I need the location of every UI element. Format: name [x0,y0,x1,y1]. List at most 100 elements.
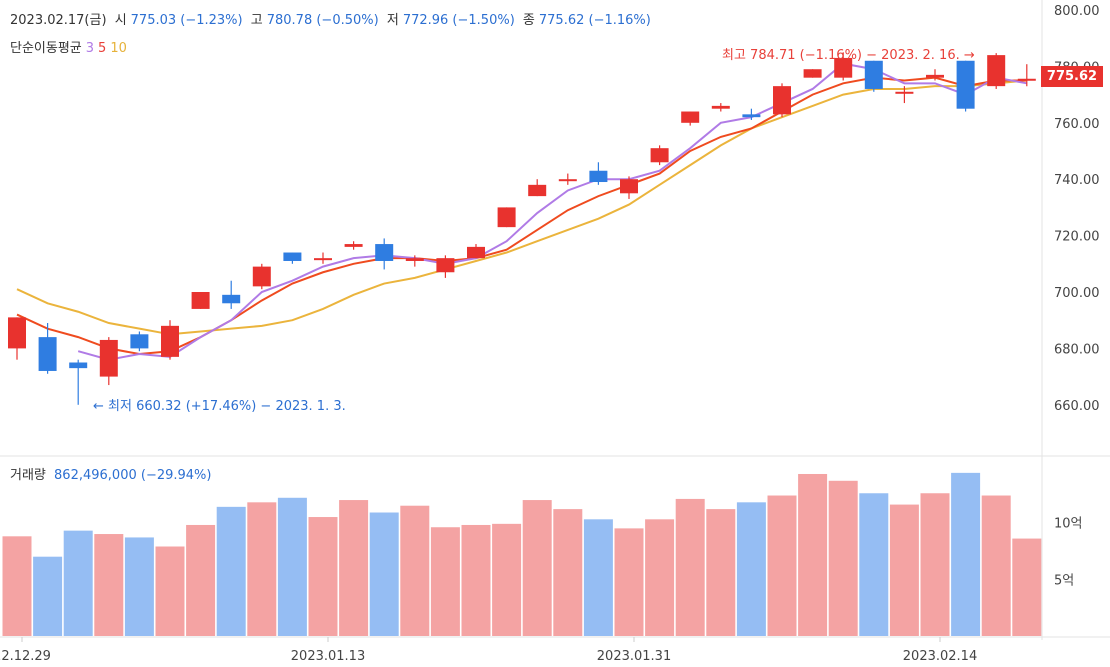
high-value: 780.78 (−0.50%) [266,13,379,28]
volume-bar [369,512,399,636]
ma-legend[interactable]: 단순이동평균 3 5 10 [10,37,131,56]
open-value: 775.03 (−1.23%) [130,13,243,28]
close-value: 775.62 (−1.16%) [538,13,651,28]
ma5-series [16,76,1027,356]
candle-body [69,362,88,369]
volume-bar [277,497,307,636]
price-tick-label: 720.00 [1054,230,1100,245]
volume-bar [951,472,981,636]
ma5-line [16,76,1027,356]
volume-bar [339,500,369,636]
ohlc-header: 2023.02.17(금) 시 775.03 (−1.23%) 고 780.78 (… [10,9,655,28]
volume-bar [155,546,185,636]
candle-body [926,74,944,78]
candle-body [742,114,761,118]
x-tick-label: 2023.02.14 [903,649,977,664]
volume-bar [63,530,93,636]
ma3-series [77,62,1027,361]
ma-legend-label: 단순이동평균 [10,41,82,56]
ma3-line [77,62,1027,361]
volume-bar [216,506,246,636]
price-tick-label: 700.00 [1054,286,1100,301]
x-tick-label: 2023.01.13 [291,649,365,664]
volume-label: 거래량 [10,468,46,483]
candle-body [467,246,485,259]
candle-body [191,292,210,309]
candle-body [344,244,363,247]
open-label: 시 [114,13,127,28]
volume-bar [889,504,919,636]
price-tick-label: 740.00 [1054,173,1100,188]
volume-bar [920,493,950,636]
candle-body [681,111,700,123]
ma-legend-10: 10 [110,41,127,56]
price-tick-label: 680.00 [1054,342,1100,357]
candle-body [558,179,577,182]
candle-body [650,148,669,163]
ma10-line [16,79,1027,336]
date-label: 2023.02.17(금) [10,13,107,28]
volume-bar [798,473,828,636]
volume-bars [2,472,1042,636]
volume-bar [308,517,338,636]
volume-bar [492,523,522,636]
candle-body [436,258,455,273]
ma-legend-3: 3 [85,41,95,56]
candle-body [405,258,424,261]
volume-value: 862,496,000 (−29.94%) [54,468,212,483]
volume-bar [124,537,154,636]
candle-body [895,91,914,94]
candle-body [528,184,547,197]
candle-body [834,57,853,78]
volume-bar [675,498,705,636]
candle-body [375,244,394,261]
candle-body [222,294,241,304]
candle-body [38,337,57,371]
volume-bar [430,527,460,636]
candle-body [161,325,179,357]
volume-bar [522,500,552,636]
candle-body [8,317,26,349]
candle-body [803,69,822,78]
max-annotation: 최고 784.71 (−1.16%) − 2023. 2. 16. → [722,48,975,63]
volume-bar [553,509,583,636]
volume-bar [247,502,277,636]
candle-body [252,266,271,287]
candle-body [773,86,791,115]
candle-body [1017,78,1036,81]
volume-bar [859,493,889,636]
grid [0,0,1110,640]
volume-bar [981,495,1011,636]
price-tick-label: 660.00 [1054,399,1100,414]
volume-bar [400,505,430,636]
min-annotation: ← 최저 660.32 (+17.46%) − 2023. 1. 3. [93,399,346,414]
candle-body [497,207,516,228]
volume-bar [767,495,797,636]
volume-bar [186,524,216,636]
candle-body [711,105,730,109]
volume-bar [461,524,491,636]
volume-bar [2,536,32,636]
high-label: 고 [250,13,263,28]
candle-body [620,179,638,194]
candle-body [99,339,118,377]
volume-tick-label: 5억 [1054,573,1074,588]
volume-legend: 거래량 862,496,000 (−29.94%) [10,464,215,483]
volume-tick-label: 10억 [1054,517,1083,532]
close-label: 종 [522,13,535,28]
candle-body [956,60,975,109]
low-value: 772.96 (−1.50%) [402,13,515,28]
volume-bar [828,480,858,636]
price-tick-label: 760.00 [1054,117,1100,132]
candle-body [987,55,1006,87]
volume-bar [33,556,63,636]
low-label: 저 [386,13,399,28]
ma-legend-5: 5 [98,41,107,56]
price-tick-label: 800.00 [1054,4,1100,19]
volume-bar [645,519,675,636]
ma10-series [16,79,1027,336]
volume-bar [706,509,736,636]
candle-body [283,252,302,261]
volume-bar [736,502,766,636]
